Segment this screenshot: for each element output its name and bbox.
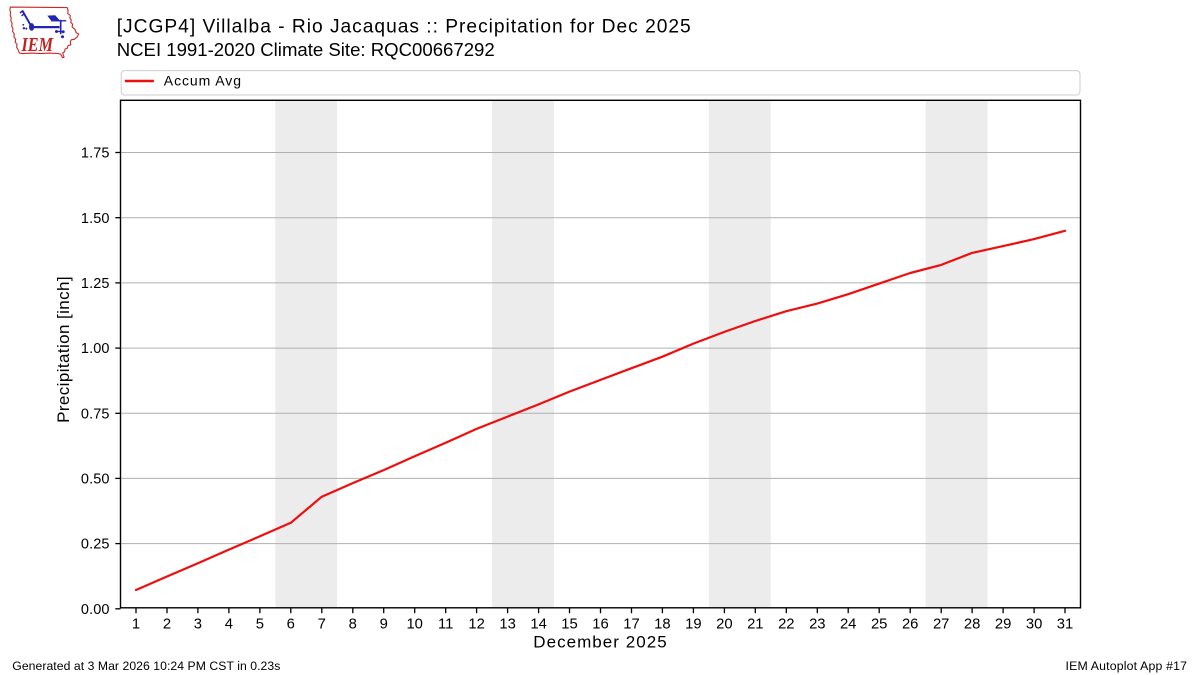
- svg-text:0.75: 0.75: [81, 406, 110, 422]
- svg-text:NCEI 1991-2020 Climate Site: R: NCEI 1991-2020 Climate Site: RQC00667292: [117, 39, 495, 60]
- svg-text:23: 23: [809, 617, 825, 633]
- svg-text:1.75: 1.75: [81, 146, 110, 162]
- svg-text:1.50: 1.50: [81, 211, 110, 227]
- svg-text:2: 2: [163, 617, 171, 633]
- svg-text:27: 27: [933, 617, 949, 633]
- svg-text:Accum Avg: Accum Avg: [164, 72, 241, 88]
- svg-text:25: 25: [871, 617, 887, 633]
- svg-text:8: 8: [349, 617, 357, 633]
- svg-text:0.50: 0.50: [81, 472, 110, 488]
- svg-text:24: 24: [840, 617, 856, 633]
- svg-text:21: 21: [747, 617, 763, 633]
- svg-text:30: 30: [1026, 617, 1042, 633]
- svg-text:IEM: IEM: [21, 34, 54, 56]
- svg-text:4: 4: [225, 617, 233, 633]
- svg-text:0.00: 0.00: [81, 602, 110, 618]
- svg-text:Precipitation [inch]: Precipitation [inch]: [54, 276, 73, 423]
- svg-text:14: 14: [530, 617, 546, 633]
- svg-text:15: 15: [561, 617, 577, 633]
- svg-text:13: 13: [499, 617, 515, 633]
- svg-text:16: 16: [592, 617, 608, 633]
- svg-text:17: 17: [623, 617, 639, 633]
- svg-text:22: 22: [778, 617, 794, 633]
- svg-text:IEM Autoplot App #17: IEM Autoplot App #17: [1066, 659, 1188, 673]
- svg-text:1.00: 1.00: [81, 341, 110, 357]
- svg-text:1: 1: [132, 617, 140, 633]
- svg-text:31: 31: [1057, 617, 1073, 633]
- svg-text:7: 7: [318, 617, 326, 633]
- svg-text:0.25: 0.25: [81, 537, 110, 553]
- svg-text:9: 9: [380, 617, 388, 633]
- svg-text:19: 19: [685, 617, 701, 633]
- svg-text:6: 6: [287, 617, 295, 633]
- svg-text:28: 28: [964, 617, 980, 633]
- svg-text:[JCGP4] Villalba - Rio Jacaqua: [JCGP4] Villalba - Rio Jacaquas :: Preci…: [117, 17, 691, 38]
- svg-text:11: 11: [438, 617, 453, 633]
- svg-text:10: 10: [406, 617, 422, 633]
- svg-text:29: 29: [995, 617, 1011, 633]
- svg-text:18: 18: [654, 617, 670, 633]
- svg-text:1.25: 1.25: [81, 276, 110, 292]
- svg-text:12: 12: [468, 617, 484, 633]
- svg-text:5: 5: [256, 617, 264, 633]
- svg-text:26: 26: [902, 617, 918, 633]
- svg-text:3: 3: [194, 617, 202, 633]
- svg-text:Generated at 3 Mar 2026 10:24: Generated at 3 Mar 2026 10:24 PM CST in …: [12, 659, 280, 673]
- svg-text:December 2025: December 2025: [533, 633, 666, 652]
- svg-text:20: 20: [716, 617, 732, 633]
